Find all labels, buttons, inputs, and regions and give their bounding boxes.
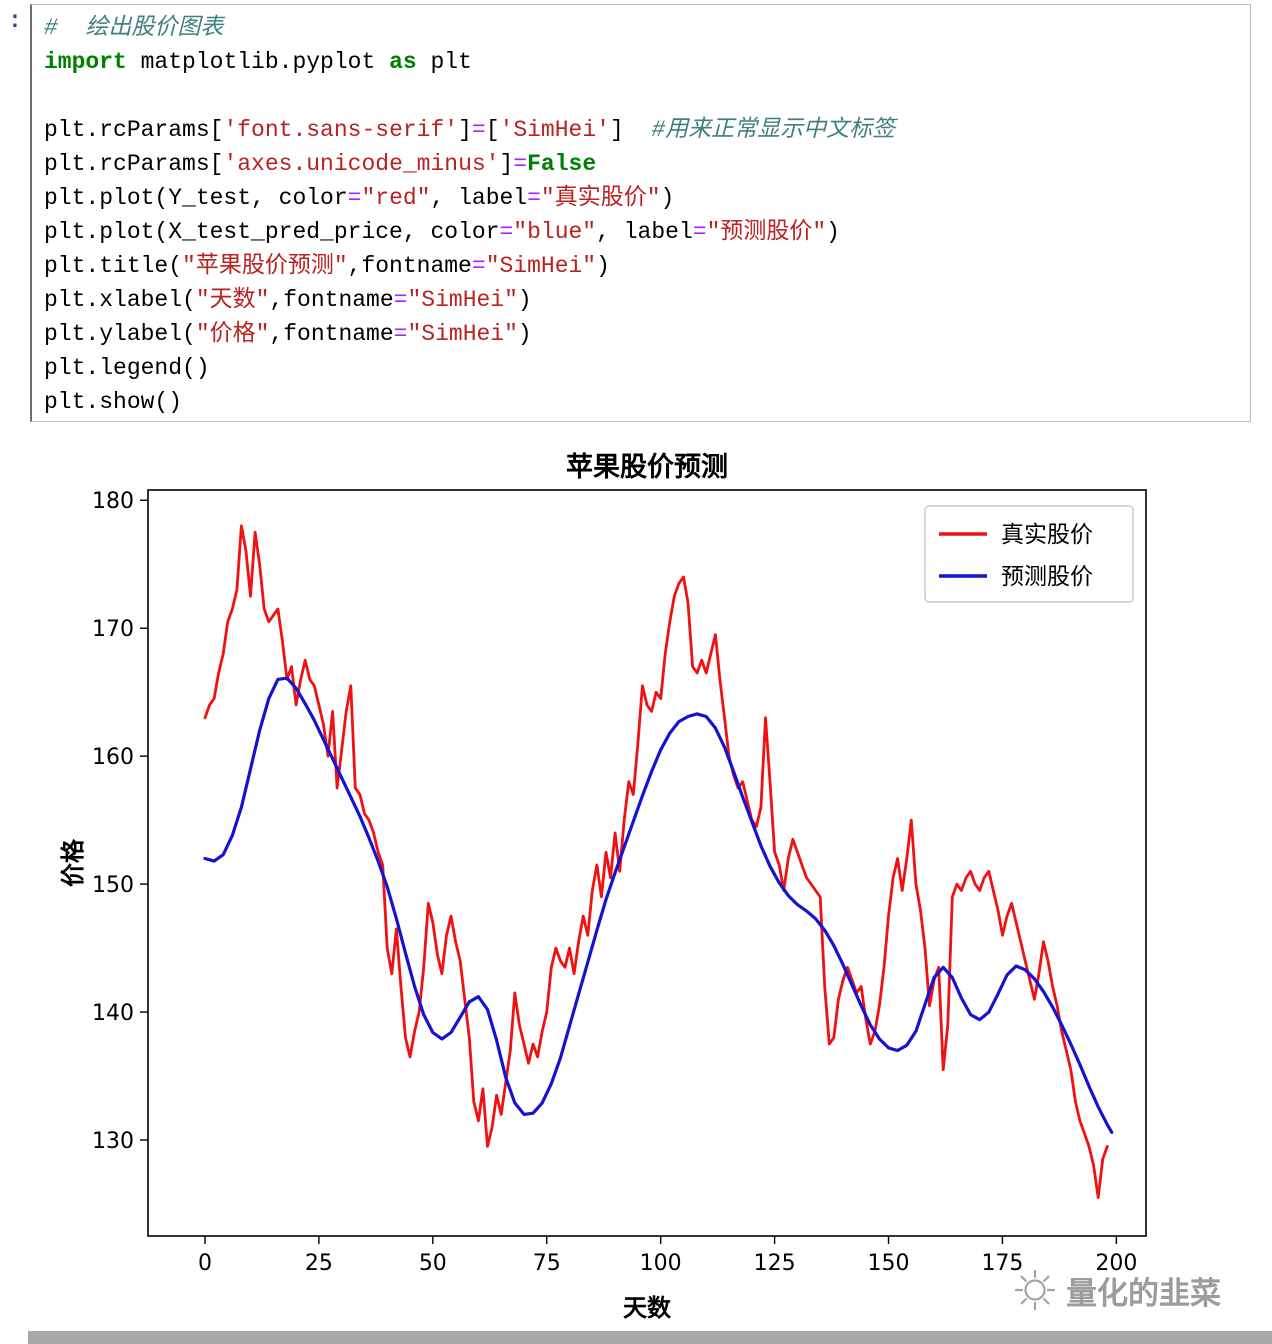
- code-token-str: "价格": [195, 321, 270, 347]
- x-tick-label: 100: [640, 1251, 682, 1276]
- code-token-plain: plt.xlabel(: [44, 287, 196, 313]
- plot-area: [148, 490, 1146, 1236]
- y-tick-label: 160: [92, 745, 134, 770]
- y-tick-label: 140: [92, 1001, 134, 1026]
- x-tick-label: 50: [419, 1251, 447, 1276]
- code-token-op: =: [393, 321, 408, 347]
- legend-label-0: 真实股价: [1001, 522, 1093, 548]
- chart-legend: [924, 505, 1134, 603]
- cell-prompt: :: [8, 8, 22, 34]
- code-editor[interactable]: # 绘出股价图表 import matplotlib.pyplot as plt …: [32, 5, 1250, 425]
- code-line: plt.plot(X_test_pred_price, color="blue"…: [44, 215, 1238, 249]
- code-line: plt.show(): [44, 385, 1238, 419]
- series-line-0: [203, 524, 1109, 1199]
- x-axis-label: 天数: [623, 1294, 672, 1322]
- x-tick-label: 75: [533, 1251, 561, 1276]
- stock-chart: 0 25 50 75 100 125 150 175 200 130 140 150 160 170 180…: [59, 452, 1147, 1322]
- x-tick-label: 150: [868, 1251, 910, 1276]
- code-line: plt.title("苹果股价预测",fontname="SimHei"): [44, 249, 1238, 283]
- code-token-com: #用来正常显示中文标签: [651, 117, 896, 143]
- code-token-plain: matplotlib.pyplot: [126, 49, 390, 75]
- watermark-logo-icon: [1014, 1269, 1056, 1311]
- output-area: 0 25 50 75 100 125 150 175 200 130 140 150 160 170 180…: [55, 438, 1180, 1333]
- series-line-1: [203, 676, 1114, 1135]
- code-token-plain: plt.show(): [44, 389, 183, 415]
- code-token-plain: ,fontname: [347, 253, 472, 279]
- axes-frame: [147, 489, 1147, 1237]
- code-token-plain: plt.legend(): [44, 355, 210, 381]
- horizontal-scrollbar[interactable]: [28, 1331, 1272, 1344]
- x-tick-label: 125: [754, 1251, 796, 1276]
- y-tick-label: 180: [92, 489, 134, 514]
- code-token-plain: plt: [416, 49, 472, 75]
- code-line: plt.rcParams['axes.unicode_minus']=False: [44, 147, 1238, 181]
- code-token-plain: plt.plot(Y_test, color: [44, 185, 348, 211]
- scrollbar-corner: [0, 1331, 28, 1344]
- code-cell[interactable]: # 绘出股价图表 import matplotlib.pyplot as plt …: [30, 4, 1251, 422]
- x-tick-label: 200: [1095, 1251, 1137, 1276]
- y-axis-label: 价格: [59, 838, 87, 887]
- code-line: import matplotlib.pyplot as plt: [44, 45, 1238, 79]
- code-token-plain: ): [517, 287, 532, 313]
- code-token-op: =: [471, 117, 486, 143]
- code-line: plt.legend(): [44, 351, 1238, 385]
- code-token-plain: [: [485, 117, 500, 143]
- code-token-kw: False: [527, 151, 597, 177]
- code-token-op: =: [527, 185, 541, 211]
- y-tick-label: 150: [92, 873, 134, 898]
- code-token-op: =: [513, 151, 528, 177]
- code-token-str: "预测股价": [706, 219, 827, 245]
- code-token-plain: ,fontname: [269, 321, 394, 347]
- code-token-plain: plt.plot(X_test_pred_price, color: [44, 219, 500, 245]
- x-tick-label: 25: [305, 1251, 333, 1276]
- code-token-plain: plt.rcParams[: [44, 151, 224, 177]
- code-line: # 绘出股价图表: [44, 11, 1238, 45]
- watermark: 量化的韭菜: [1012, 1264, 1221, 1316]
- code-token-op: =: [692, 219, 707, 245]
- code-line: [44, 79, 1238, 113]
- code-token-str: "天数": [195, 287, 270, 313]
- code-line: plt.plot(Y_test, color="red", label="真实股…: [44, 181, 1238, 215]
- y-tick-label: 130: [92, 1129, 134, 1154]
- code-line: plt.xlabel("天数",fontname="SimHei"): [44, 283, 1238, 317]
- x-tick-label: 0: [198, 1251, 212, 1276]
- code-token-str: "red": [361, 185, 431, 211]
- code-token-str: 'SimHei': [499, 117, 610, 143]
- code-token-plain: ): [517, 321, 532, 347]
- code-token-str: "blue": [513, 219, 597, 245]
- code-token-plain: , label: [596, 219, 693, 245]
- code-token-str: "苹果股价预测": [182, 253, 348, 279]
- code-token-plain: ]: [458, 117, 472, 143]
- code-token-op: =: [393, 287, 408, 313]
- code-token-op: =: [347, 185, 362, 211]
- watermark-text: 量化的韭菜: [1066, 1275, 1221, 1312]
- code-token-str: "SimHei": [407, 321, 518, 347]
- code-line: plt.rcParams['font.sans-serif']=['SimHei…: [44, 113, 1238, 147]
- code-token-kw: as: [389, 49, 417, 75]
- code-token-plain: , label: [430, 185, 528, 211]
- code-token-plain: ]: [609, 117, 652, 143]
- code-token-plain: plt.ylabel(: [44, 321, 196, 347]
- code-token-op: =: [499, 219, 514, 245]
- chart-title: 苹果股价预测: [566, 452, 728, 483]
- code-token-plain: ): [660, 185, 675, 211]
- code-token-plain: ,fontname: [269, 287, 394, 313]
- code-token-op: =: [471, 253, 486, 279]
- code-token-str: "真实股价": [540, 185, 661, 211]
- x-tick-label: 175: [981, 1251, 1023, 1276]
- code-line: plt.ylabel("价格",fontname="SimHei"): [44, 317, 1238, 351]
- code-token-str: "SimHei": [485, 253, 597, 279]
- code-token-str: 'font.sans-serif': [223, 117, 459, 143]
- legend-label-1: 预测股价: [1001, 564, 1093, 590]
- code-token-str: 'axes.unicode_minus': [223, 151, 500, 177]
- code-token-com: # 绘出股价图表: [44, 15, 224, 41]
- code-token-plain: ]: [499, 151, 514, 177]
- code-token-plain: ): [596, 253, 610, 279]
- code-token-kw: import: [44, 49, 127, 75]
- code-token-plain: plt.rcParams[: [44, 117, 224, 143]
- code-token-plain: plt.title(: [44, 253, 183, 279]
- code-token-str: "SimHei": [407, 287, 518, 313]
- y-tick-label: 170: [92, 617, 134, 642]
- code-token-plain: ): [826, 219, 840, 245]
